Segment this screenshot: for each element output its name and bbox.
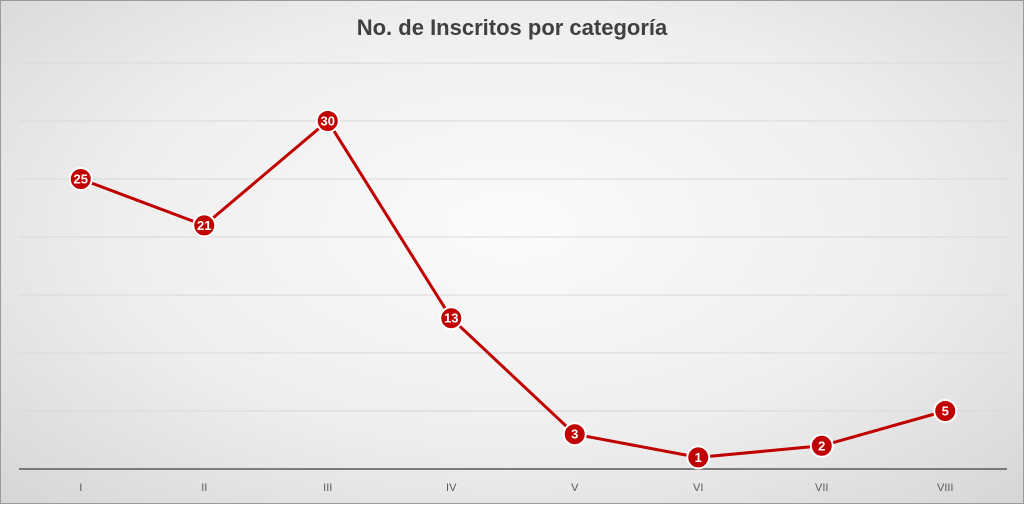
data-label: 30 [321, 114, 335, 129]
x-tick-label: IV [446, 482, 457, 494]
data-label: 1 [695, 450, 702, 465]
data-point [192, 213, 217, 238]
data-point [809, 433, 834, 458]
x-tick-label: III [323, 482, 332, 494]
data-label: 21 [197, 218, 211, 233]
data-label: 25 [74, 172, 88, 187]
data-label: 5 [942, 404, 949, 419]
x-tick-label: II [201, 482, 207, 494]
x-tick-label: I [79, 482, 82, 494]
data-point [315, 109, 340, 133]
data-point [68, 167, 93, 191]
x-tick-label: V [571, 482, 579, 494]
x-tick-label: VIII [937, 482, 954, 494]
chart-title: No. de Inscritos por categoría [356, 15, 668, 40]
data-label: 2 [818, 438, 825, 453]
data-label: 3 [571, 427, 578, 442]
data-label: 13 [444, 311, 458, 326]
data-point [686, 445, 711, 470]
data-point [439, 306, 464, 331]
data-point [933, 399, 958, 423]
data-point [562, 422, 587, 447]
x-tick-label: VI [693, 482, 703, 494]
series-line [80, 119, 946, 459]
x-tick-label: VII [815, 482, 828, 494]
